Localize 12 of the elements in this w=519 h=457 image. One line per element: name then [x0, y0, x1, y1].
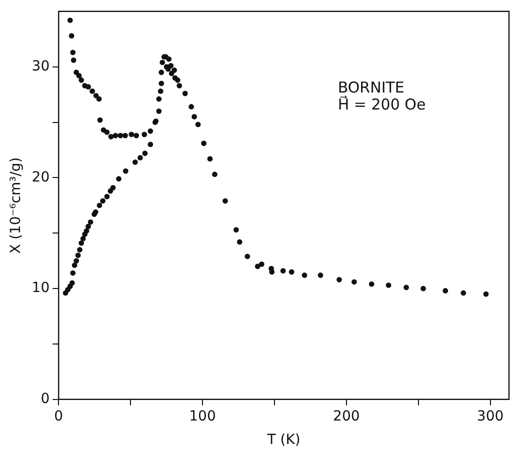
x-tick-label: 0	[54, 408, 64, 424]
y-tick-label: 10	[32, 280, 50, 296]
y-axis-title: X (10⁻⁶cm³/g)	[8, 157, 24, 254]
x-tick-label: 100	[189, 408, 216, 424]
x-tick-label: 200	[333, 408, 360, 424]
y-tick-label: 30	[32, 58, 50, 74]
annotation: BORNITE	[338, 78, 404, 97]
x-tick-label: 300	[476, 408, 504, 424]
annotation: H⃗ = 200 Oe	[338, 94, 426, 114]
x-axis-title: T (K)	[266, 432, 300, 448]
y-tick-label: 20	[32, 169, 50, 186]
y-tick-label: 0	[40, 391, 50, 408]
